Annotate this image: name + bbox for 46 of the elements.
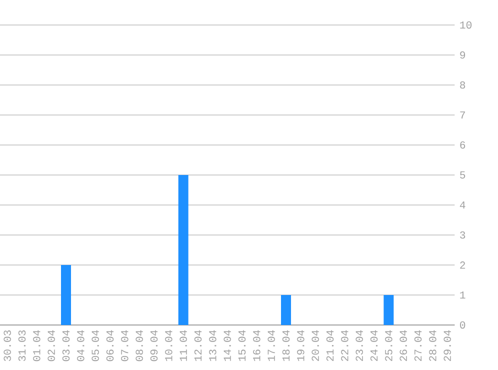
y-tick-label: 3: [460, 231, 466, 239]
x-tick-label: 22.04: [341, 330, 348, 361]
bar: [178, 174, 188, 325]
x-tick-label: 29.04: [444, 330, 451, 361]
x-tick-label: 04.04: [77, 330, 84, 362]
x-tick-label: 28.04: [429, 330, 436, 361]
bar: [61, 265, 71, 325]
y-tick-label: 5: [460, 171, 466, 179]
bar: [384, 295, 394, 325]
x-tick-label: 14.04: [224, 330, 231, 361]
y-tick-label: 7: [460, 111, 465, 119]
y-tick-label: 4: [460, 201, 466, 209]
x-tick-label: 21.04: [326, 330, 334, 361]
x-tick-label: 13.04: [209, 330, 216, 361]
x-tick-label: 06.04: [106, 330, 114, 362]
bar: [281, 295, 292, 325]
x-tick-label: 12.04: [194, 330, 202, 361]
x-tick-label: 20.04: [312, 330, 319, 361]
x-tick-label: 02.04: [48, 330, 55, 362]
x-tick-label: 23.04: [356, 330, 363, 361]
x-tick-label: 18.04: [282, 330, 290, 361]
x-tick-label: 07.04: [121, 330, 128, 362]
x-tick-label: 08.04: [136, 330, 143, 362]
y-tick-label: 2: [460, 261, 466, 269]
x-tick-label: 09.04: [150, 330, 158, 362]
x-tick-label: 10.04: [165, 330, 172, 361]
x-tick-label: 30.03: [4, 330, 11, 362]
x-tick-label: 26.04: [400, 330, 407, 361]
y-tick-label: 9: [460, 51, 466, 59]
x-tick-label: 01.04: [33, 330, 40, 362]
x-tick-label: 03.04: [62, 330, 70, 362]
x-tick-label: 16.04: [253, 330, 260, 361]
y-tick-label: 8: [460, 81, 466, 89]
y-tick-label: 0: [460, 321, 466, 329]
y-tick-label: 6: [460, 141, 466, 149]
y-tick-label: 10: [460, 21, 472, 29]
x-tick-label: 27.04: [414, 330, 422, 361]
x-tick-label: 31.03: [18, 330, 26, 362]
x-tick-label: 05.04: [92, 330, 99, 362]
x-tick-label: 11.04: [180, 330, 187, 361]
x-tick-label: 17.04: [268, 330, 275, 361]
x-tick-label: 19.04: [297, 330, 304, 361]
x-tick-label: 25.04: [385, 330, 392, 361]
y-tick-label: 1: [460, 291, 466, 299]
x-tick-label: 24.04: [370, 330, 378, 361]
x-tick-label: 15.04: [238, 330, 246, 361]
